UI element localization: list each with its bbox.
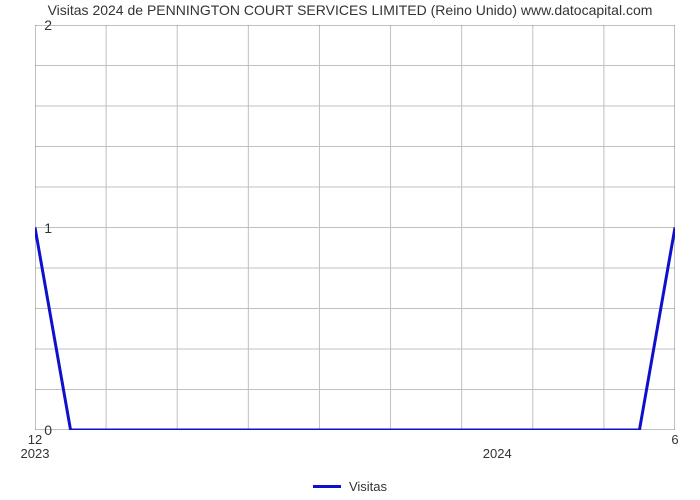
x-tick-label: 12 <box>28 432 42 447</box>
x-year-label: 2024 <box>483 446 512 461</box>
chart-container: Visitas 2024 de PENNINGTON COURT SERVICE… <box>0 0 700 500</box>
legend-swatch <box>313 485 341 488</box>
y-tick-label: 2 <box>44 17 52 33</box>
x-year-label: 2023 <box>21 446 50 461</box>
y-tick-label: 0 <box>44 422 52 438</box>
legend-label: Visitas <box>349 479 387 494</box>
chart-title: Visitas 2024 de PENNINGTON COURT SERVICE… <box>0 2 700 18</box>
legend: Visitas <box>313 479 387 494</box>
y-tick-label: 1 <box>44 220 52 236</box>
x-tick-label: 6 <box>671 432 678 447</box>
plot-area <box>35 25 675 430</box>
chart-svg <box>35 25 675 430</box>
